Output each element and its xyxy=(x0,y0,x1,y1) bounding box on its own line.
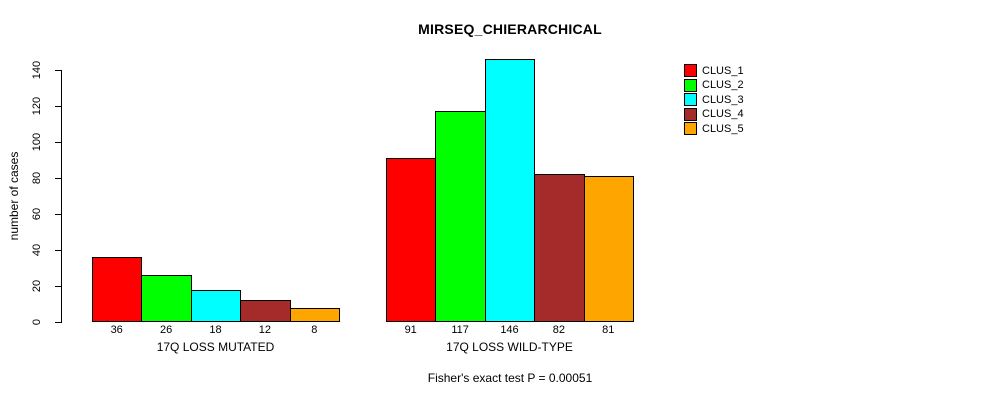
bar-value-label: 146 xyxy=(500,324,519,336)
y-tick-label: 20 xyxy=(31,279,43,293)
bar-clus_5-1 xyxy=(289,308,340,322)
legend-swatch-clus_3 xyxy=(684,93,697,106)
y-tick-label: 120 xyxy=(31,96,43,116)
bar-clus_3-1 xyxy=(190,290,242,322)
bar-value-label: 8 xyxy=(311,324,318,336)
legend-label: CLUS_3 xyxy=(702,93,744,106)
bar-clus_3-2 xyxy=(484,59,536,322)
x-group-label: 17Q LOSS WILD-TYPE xyxy=(446,340,573,354)
y-tick-mark xyxy=(55,178,61,179)
bar-value-label: 82 xyxy=(552,324,565,336)
bar-value-label: 36 xyxy=(110,324,123,336)
bar-value-label: 26 xyxy=(159,324,173,336)
legend-row: CLUS_1 xyxy=(684,64,744,77)
legend-swatch-clus_1 xyxy=(684,64,697,77)
legend-swatch-clus_2 xyxy=(684,78,697,92)
y-tick-mark xyxy=(55,106,61,107)
y-tick-mark xyxy=(55,286,61,287)
bar-clus_4-2 xyxy=(534,174,585,322)
bar-value-label: 117 xyxy=(451,324,469,336)
chart-title: MIRSEQ_CHIERARCHICAL xyxy=(418,21,602,37)
y-tick-label: 40 xyxy=(31,243,43,257)
legend-row: CLUS_4 xyxy=(684,107,744,121)
bar-clus_2-1 xyxy=(141,275,192,322)
legend-label: CLUS_4 xyxy=(702,108,744,120)
bar-clus_2-2 xyxy=(435,111,486,322)
legend-swatch-clus_5 xyxy=(684,122,697,135)
y-tick-mark xyxy=(55,250,61,251)
y-tick-mark xyxy=(55,142,61,143)
bar-value-label: 81 xyxy=(602,324,615,336)
legend-label: CLUS_5 xyxy=(702,122,744,135)
y-tick-label: 0 xyxy=(31,318,43,326)
legend-row: CLUS_2 xyxy=(684,78,744,92)
legend-label: CLUS_1 xyxy=(702,64,744,77)
bar-clus_4-1 xyxy=(240,300,291,322)
legend: CLUS_1 CLUS_2 CLUS_3 CLUS_4 CLUS_5 xyxy=(684,64,744,137)
bar-value-label: 18 xyxy=(209,324,222,336)
bar-clus_5-2 xyxy=(583,176,634,322)
y-tick-mark xyxy=(55,70,61,71)
bar-clus_1-2 xyxy=(386,158,437,322)
legend-swatch-clus_4 xyxy=(684,107,697,121)
y-tick-label: 60 xyxy=(31,207,43,221)
y-tick-label: 100 xyxy=(31,132,43,152)
bar-clus_1-1 xyxy=(92,257,143,322)
y-tick-mark xyxy=(55,214,61,215)
legend-row: CLUS_3 xyxy=(684,93,744,106)
annotation-text: Fisher's exact test P = 0.00051 xyxy=(427,371,593,385)
y-tick-mark xyxy=(55,322,61,323)
y-tick-label: 80 xyxy=(31,171,43,185)
legend-label: CLUS_2 xyxy=(702,79,744,91)
legend-row: CLUS_5 xyxy=(684,122,744,135)
bar-value-label: 12 xyxy=(258,324,271,336)
x-group-label: 17Q LOSS MUTATED xyxy=(156,340,275,354)
y-axis-line xyxy=(61,70,62,323)
y-tick-label: 140 xyxy=(31,60,43,80)
bar-value-label: 91 xyxy=(404,324,417,336)
